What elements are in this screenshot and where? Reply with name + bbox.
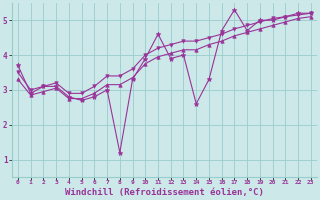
X-axis label: Windchill (Refroidissement éolien,°C): Windchill (Refroidissement éolien,°C) [65, 188, 264, 197]
